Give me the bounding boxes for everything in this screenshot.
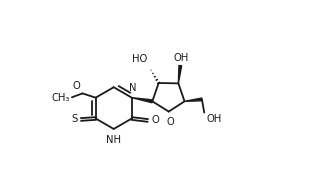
Text: O: O bbox=[151, 115, 159, 125]
Text: HO: HO bbox=[132, 54, 147, 64]
Polygon shape bbox=[185, 98, 202, 101]
Text: O: O bbox=[73, 81, 80, 91]
Text: CH₃: CH₃ bbox=[52, 93, 70, 103]
Text: N: N bbox=[129, 83, 137, 93]
Text: OH: OH bbox=[174, 52, 189, 63]
Text: OH: OH bbox=[206, 114, 222, 124]
Text: NH: NH bbox=[106, 135, 121, 145]
Polygon shape bbox=[178, 65, 182, 83]
Text: S: S bbox=[71, 114, 78, 124]
Text: O: O bbox=[167, 117, 175, 127]
Polygon shape bbox=[132, 98, 153, 103]
